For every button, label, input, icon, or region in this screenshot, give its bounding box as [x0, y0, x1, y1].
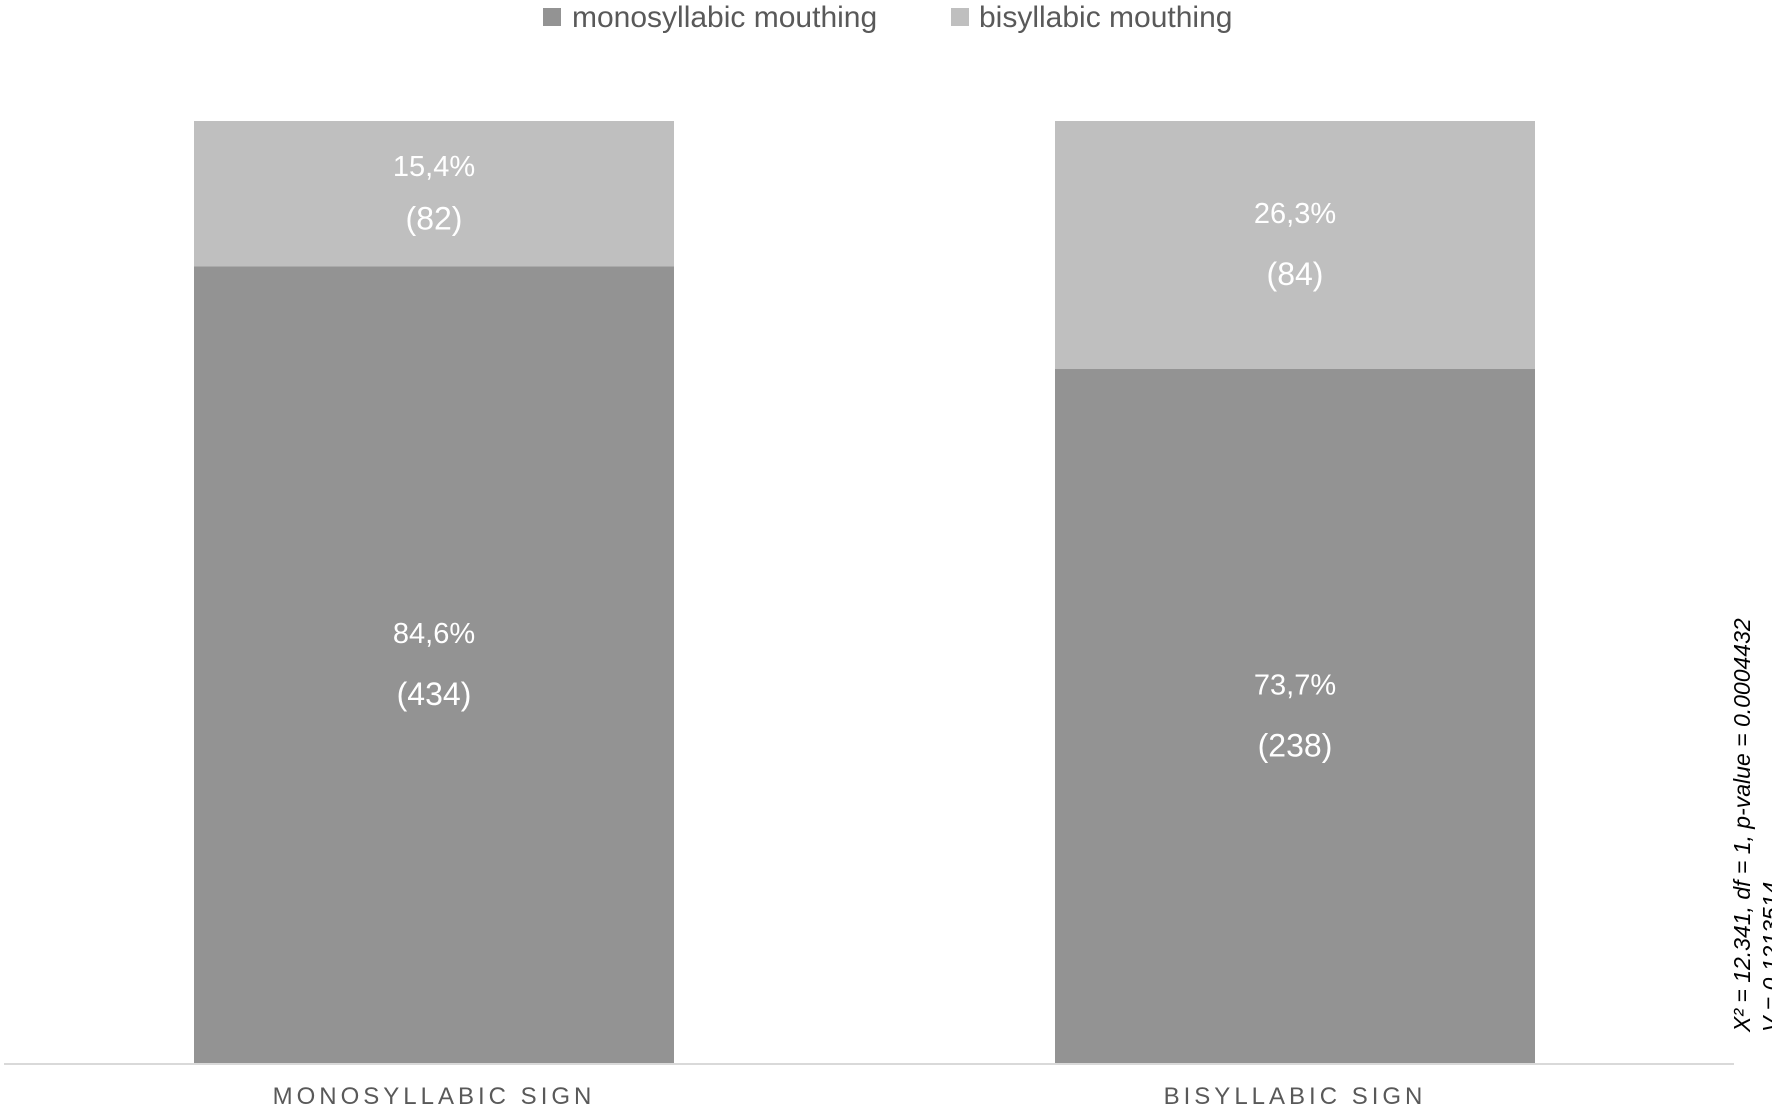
data-label-count: (434)	[397, 676, 472, 712]
data-label-percent: 26,3%	[1254, 198, 1336, 230]
bar-segment-monosyllabic-monosyllabic-sign	[194, 266, 674, 1064]
data-label-percent: 73,7%	[1254, 670, 1336, 702]
data-label-count: (82)	[406, 200, 463, 236]
category-label: BISYLLABIC SIGN	[1164, 1083, 1427, 1110]
bar-segment-bisyllabic-bisyllabic-sign	[1055, 121, 1535, 370]
data-label-count: (84)	[1267, 256, 1324, 292]
legend: monosyllabic mouthing bisyllabic mouthin…	[543, 1, 1232, 34]
bar-segment-monosyllabic-bisyllabic-sign	[1055, 369, 1535, 1064]
legend-swatch-monosyllabic-mouthing	[543, 8, 561, 26]
data-label-percent: 15,4%	[393, 151, 475, 183]
legend-label-bisyllabic-mouthing: bisyllabic mouthing	[979, 1, 1232, 34]
bars-group	[194, 121, 1535, 1064]
category-labels-group: MONOSYLLABIC SIGN BISYLLABIC SIGN	[273, 1083, 1427, 1110]
legend-label-monosyllabic-mouthing: monosyllabic mouthing	[572, 1, 877, 34]
data-label-percent: 84,6%	[393, 618, 475, 650]
data-label-count: (238)	[1258, 728, 1333, 764]
data-labels-group: 84,6% (434) 15,4% (82) 73,7% (238) 26,3% (84)	[393, 151, 1336, 764]
statistics-annotation: X² = 12.341, df = 1, p-value = 0.0004432…	[1729, 618, 1772, 1033]
bar-segment-bisyllabic-monosyllabic-sign	[194, 121, 674, 267]
statistics-line-1: X² = 12.341, df = 1, p-value = 0.0004432	[1729, 618, 1755, 1033]
category-label: MONOSYLLABIC SIGN	[273, 1083, 596, 1110]
legend-swatch-bisyllabic-mouthing	[951, 8, 969, 26]
statistics-line-2: V = 0.1213514	[1758, 882, 1772, 1032]
